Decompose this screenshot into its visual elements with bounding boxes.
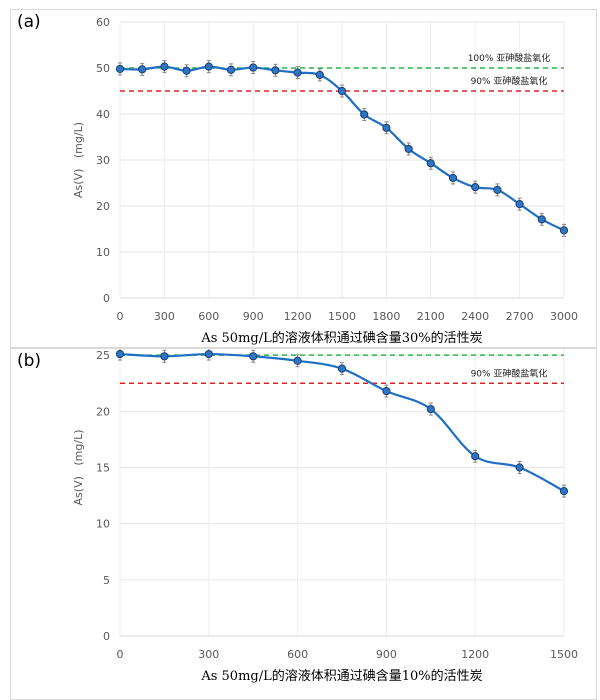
x-tick-label: 2700: [506, 310, 534, 323]
chart-panel-a: (a) 0 10 20 30 40 50 60 0 300 600 900 1200 1500 1800 2…: [10, 9, 597, 348]
y-tick-label: 15: [96, 462, 110, 475]
y-axis-label: As(V) (mg/L): [72, 430, 85, 506]
data-point: [115, 349, 125, 359]
data-point: [493, 185, 502, 194]
data-point: [537, 215, 546, 224]
x-tick-label: 300: [154, 310, 175, 323]
x-tick-label: 1800: [372, 310, 400, 323]
y-tick-label: 25: [96, 349, 110, 362]
data-point: [293, 356, 302, 365]
data-point: [337, 364, 347, 373]
reference-line-label: 100% 亚砷酸盐氧化: [468, 52, 551, 64]
data-point: [115, 64, 125, 74]
data-point: [559, 486, 569, 496]
data-point: [271, 66, 280, 75]
y-tick-label: 5: [103, 574, 110, 587]
data-point: [426, 404, 435, 414]
x-tick-label: 300: [198, 648, 219, 661]
x-tick-label: 1200: [284, 310, 312, 323]
x-tick-label: 900: [376, 648, 397, 661]
data-point: [204, 349, 213, 359]
data-point: [337, 86, 347, 96]
data-point: [249, 63, 258, 72]
data-point: [559, 226, 569, 235]
y-axis-label: As(V) (mg/L): [72, 122, 85, 198]
y-tick-label: 20: [96, 200, 110, 213]
data-point: [249, 352, 258, 361]
y-tick-label: 60: [96, 16, 110, 29]
data-point: [160, 352, 169, 361]
data-point: [382, 123, 391, 132]
x-tick-label: 1200: [461, 648, 489, 661]
x-tick-label: 900: [243, 310, 264, 323]
reference-line-label: 90% 亚砷酸盐氧化: [471, 75, 548, 87]
y-tick-label: 0: [103, 630, 110, 643]
reference-line-label: 90% 亚砷酸盐氧化: [471, 367, 548, 379]
data-point: [160, 62, 169, 71]
x-tick-label: 2100: [417, 310, 445, 323]
data-point: [204, 62, 213, 71]
chart-b: 051015202530030060090012001500100% 亚砷酸盐氧…: [72, 349, 578, 684]
data-point: [404, 144, 413, 154]
y-tick-label: 20: [96, 405, 110, 418]
data-point: [138, 65, 147, 74]
y-tick-label: 30: [96, 154, 110, 167]
chart-panel-b: (b) 051015202530030060090012001500100% 亚…: [10, 348, 597, 700]
data-point: [293, 68, 302, 77]
panel-label: (a): [17, 12, 41, 32]
x-tick-label: 0: [117, 648, 124, 661]
y-tick-label: 50: [96, 62, 110, 75]
data-point: [182, 66, 191, 75]
x-tick-label: 1500: [328, 310, 356, 323]
data-point: [471, 452, 480, 461]
panel-label: (b): [17, 351, 42, 371]
data-point: [315, 70, 324, 80]
reference-line-label: 100% 亚砷酸盐氧化: [468, 349, 551, 351]
x-tick-label: 1500: [550, 648, 578, 661]
data-point: [382, 387, 391, 396]
data-point: [515, 463, 524, 472]
data-point: [360, 110, 369, 119]
x-tick-label: 3000: [550, 310, 578, 323]
x-tick-label: 2400: [461, 310, 489, 323]
x-axis-label: As 50mg/L的溶液体积通过碘含量30%的活性炭: [200, 330, 482, 346]
y-tick-label: 10: [96, 518, 110, 531]
y-tick-label: 0: [103, 292, 110, 305]
x-tick-label: 0: [117, 310, 124, 323]
y-tick-label: 10: [96, 246, 110, 259]
data-point: [448, 173, 458, 183]
data-point: [515, 200, 524, 209]
data-point: [471, 183, 480, 192]
x-tick-label: 600: [287, 648, 308, 661]
data-point: [426, 159, 435, 168]
y-tick-label: 40: [96, 108, 110, 121]
x-tick-label: 600: [198, 310, 219, 323]
data-point: [226, 65, 236, 74]
x-axis-label: As 50mg/L的溶液体积通过碘含量10%的活性炭: [200, 668, 482, 684]
